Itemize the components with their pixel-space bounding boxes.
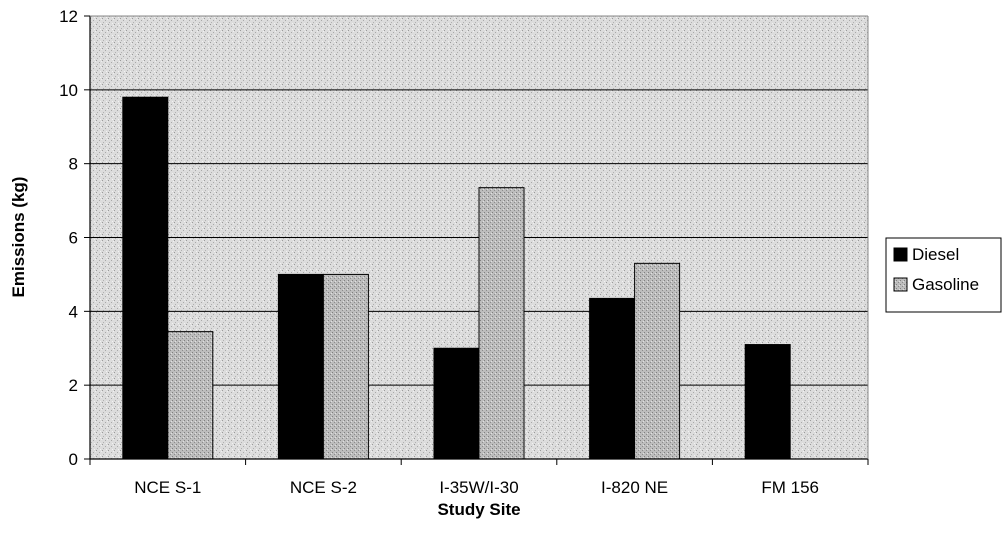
- bar-diesel: [122, 96, 169, 460]
- x-tick-label: NCE S-1: [134, 478, 201, 497]
- bars: [122, 96, 791, 460]
- bar-gasoline: [322, 273, 369, 460]
- y-tick-label: 6: [69, 229, 78, 248]
- x-tick-label: NCE S-2: [290, 478, 357, 497]
- bar-diesel: [589, 297, 636, 460]
- y-axis-title: Emissions (kg): [9, 177, 28, 298]
- y-tick-label: 0: [69, 450, 78, 469]
- x-tick-label: I-35W/I-30: [439, 478, 518, 497]
- y-tick-label: 2: [69, 376, 78, 395]
- y-tick-label: 12: [59, 7, 78, 26]
- x-tick-labels: NCE S-1 NCE S-2 I-35W/I-30 I-820 NE FM 156: [89, 459, 869, 497]
- legend-label-diesel: Diesel: [912, 245, 959, 264]
- bar-diesel: [744, 344, 791, 460]
- x-tick-label: I-820 NE: [601, 478, 668, 497]
- bar-gasoline: [634, 262, 681, 460]
- legend-swatch-gasoline: [893, 277, 908, 292]
- bar-diesel: [277, 273, 324, 460]
- y-tick-label: 4: [69, 302, 78, 321]
- bar-gasoline: [167, 331, 214, 460]
- y-tick-label: 10: [59, 81, 78, 100]
- legend-swatch-diesel: [893, 247, 908, 262]
- y-tick-label: 8: [69, 155, 78, 174]
- x-axis-title: Study Site: [437, 500, 520, 519]
- bar-diesel: [433, 347, 480, 460]
- y-tick-labels: 0 2 4 6 8 10 12: [59, 7, 90, 469]
- legend-label-gasoline: Gasoline: [912, 275, 979, 294]
- bar-gasoline: [478, 187, 525, 460]
- x-tick-label: FM 156: [761, 478, 819, 497]
- legend: Diesel Gasoline: [885, 237, 1002, 313]
